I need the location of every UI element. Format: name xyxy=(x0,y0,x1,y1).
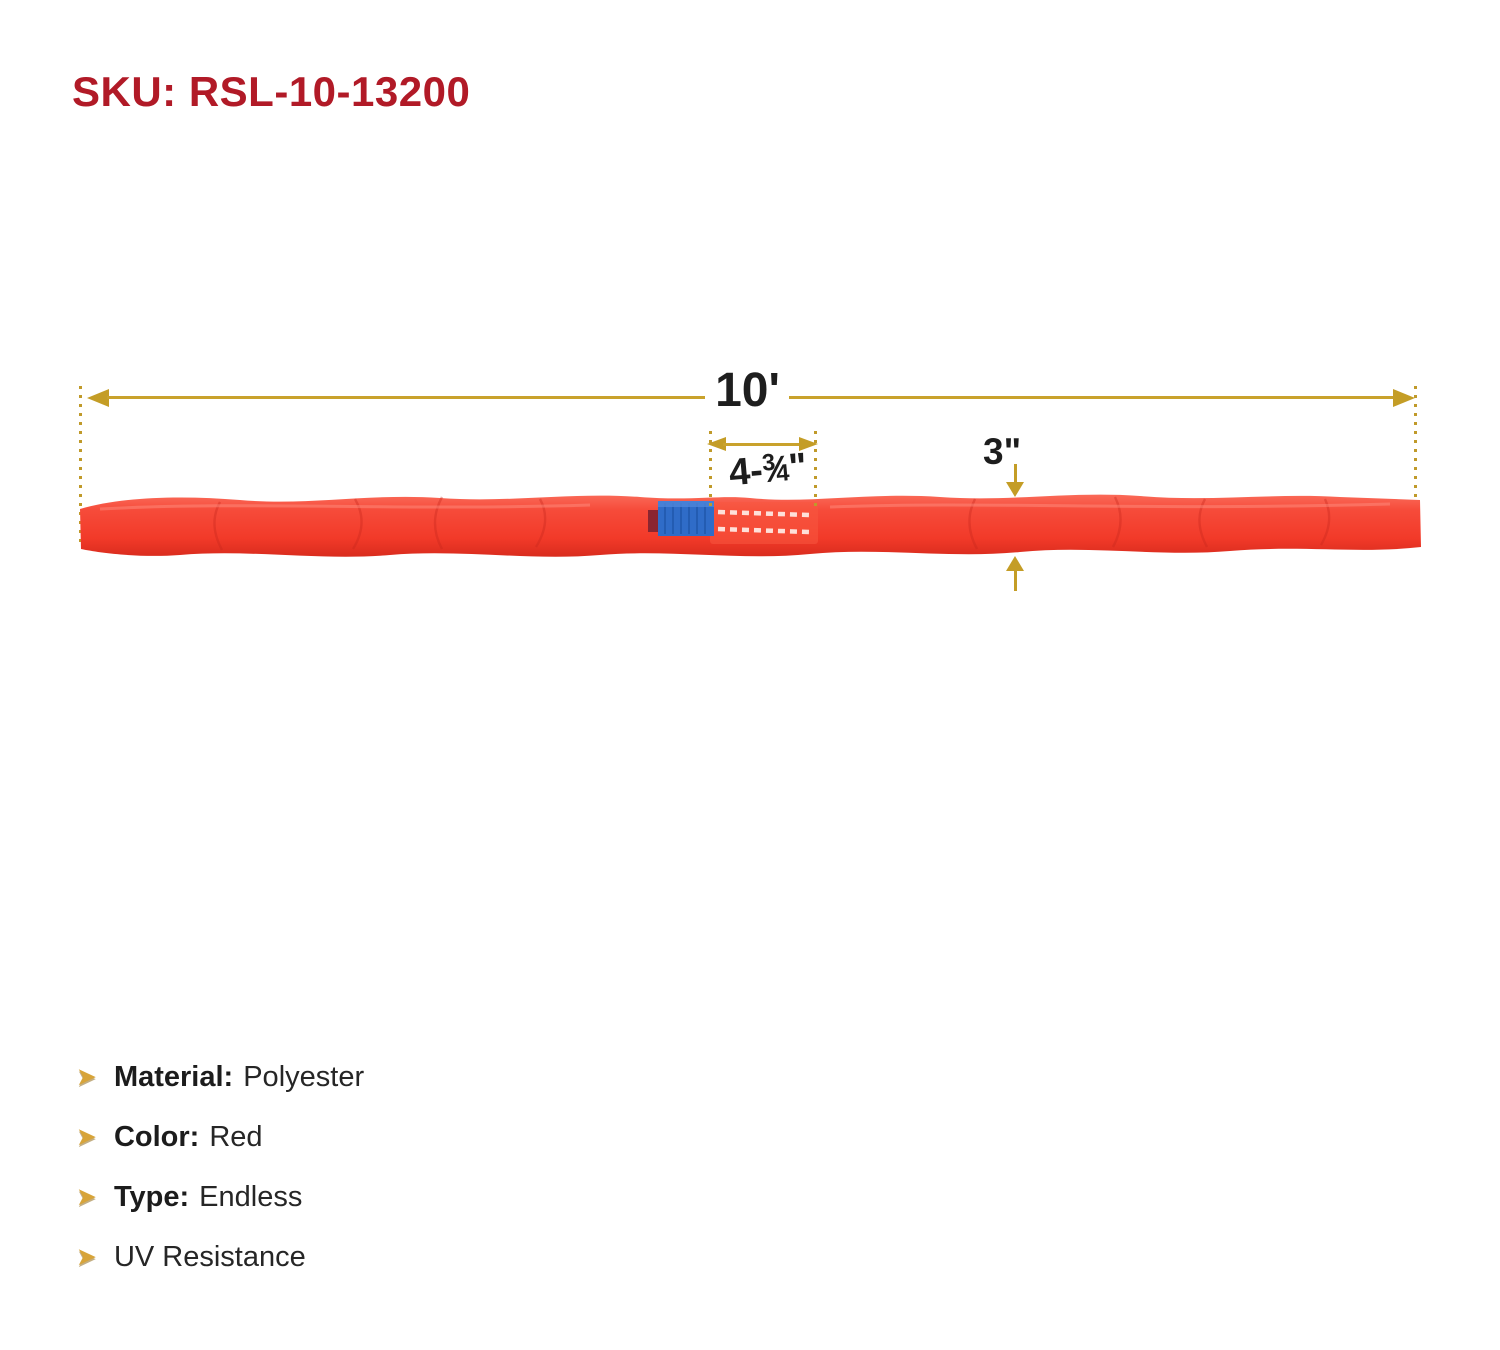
splice-arrow-right-icon xyxy=(799,437,818,451)
diameter-arrow-down-icon xyxy=(1006,482,1024,497)
splice-band xyxy=(710,502,818,544)
spec-item-type: ➤ Type: Endless xyxy=(76,1178,364,1216)
diameter-arrow-down-shaft xyxy=(1014,464,1017,483)
spec-item-uv-resistance: ➤ UV Resistance xyxy=(76,1238,364,1276)
overall-length-label: 10' xyxy=(715,364,780,417)
sling-wrinkles xyxy=(213,496,1331,551)
sku-label: SKU: RSL-10-13200 xyxy=(72,68,471,115)
splice-extension-line-right xyxy=(814,431,817,506)
spec-label: Material: xyxy=(113,1060,234,1093)
spec-item-color: ➤ Color: Red xyxy=(76,1118,364,1156)
splice-label-unit: " xyxy=(787,445,809,490)
spec-label: Color: xyxy=(113,1120,200,1153)
sling-tag-icon xyxy=(648,501,714,536)
stitching xyxy=(717,509,811,535)
diameter-arrow-up-icon xyxy=(1006,556,1024,571)
diameter-arrow-up-shaft xyxy=(1014,570,1017,591)
dimension-line-left xyxy=(107,396,705,399)
spec-value: Endless xyxy=(199,1180,303,1213)
arrow-bullet-icon: ➤ xyxy=(76,1122,97,1151)
splice-dimension-line xyxy=(723,443,801,446)
splice-label-prefix: 4- xyxy=(727,449,765,495)
spec-label: Type: xyxy=(113,1180,190,1213)
spec-value: Polyester xyxy=(243,1060,365,1093)
dimension-line-right xyxy=(789,396,1395,399)
dimension-arrow-right-icon xyxy=(1393,389,1415,407)
spec-list: ➤ Material: Polyester ➤ Color: Red ➤ Type: End… xyxy=(76,1058,364,1298)
spec-value: UV Resistance xyxy=(113,1240,306,1273)
dimension-arrow-left-icon xyxy=(87,389,109,407)
arrow-bullet-icon: ➤ xyxy=(76,1242,97,1271)
extension-line-left xyxy=(79,386,82,547)
extension-line-right xyxy=(1414,386,1417,547)
round-sling-illustration xyxy=(80,494,1421,557)
splice-extension-line-left xyxy=(709,431,712,508)
arrow-bullet-icon: ➤ xyxy=(76,1062,97,1091)
sling-highlights xyxy=(99,502,1391,511)
spec-item-material: ➤ Material: Polyester xyxy=(76,1058,364,1096)
arrow-bullet-icon: ➤ xyxy=(76,1182,97,1211)
spec-value: Red xyxy=(209,1120,263,1153)
